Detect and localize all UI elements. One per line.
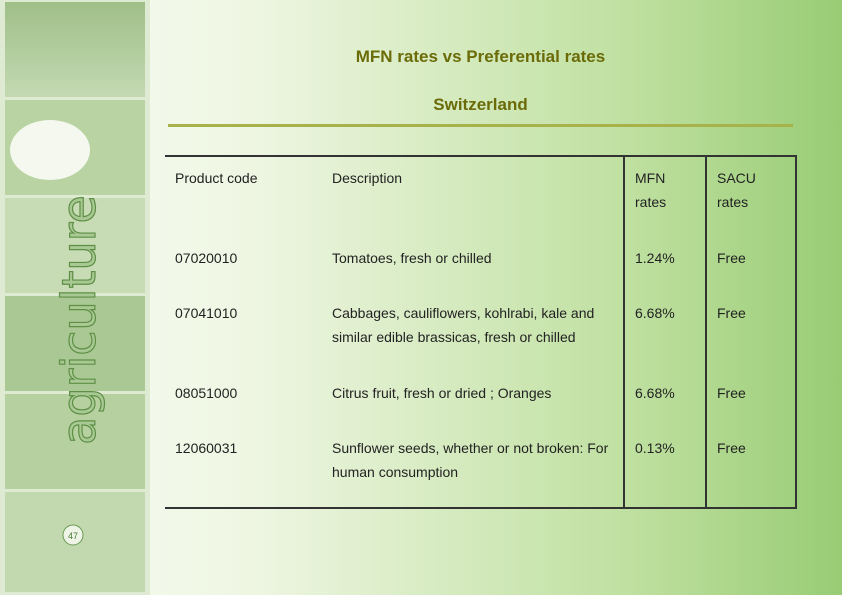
photo	[5, 2, 145, 97]
table-row: 08051000 Citrus fruit, fresh or dried ; O…	[165, 372, 797, 427]
table-cell: 12060031	[165, 427, 322, 509]
header-cell: Product code	[165, 155, 322, 237]
table-cell: 07041010	[175, 305, 238, 321]
table-cell: Free	[706, 237, 797, 292]
table-cell: 6.68%	[624, 292, 707, 372]
photo	[5, 296, 145, 391]
table-row: 07041010 Cabbages, cauliflowers, kohlrabi…	[165, 292, 797, 372]
header-cell: SACU rates	[706, 155, 797, 237]
page-badge	[62, 524, 84, 546]
header-cell: MFN rates	[624, 155, 707, 237]
table-cell: 1.24%	[624, 237, 707, 292]
table-row: 12060031 Sunflower seeds, whether or not …	[165, 427, 797, 509]
photo-detail	[10, 120, 90, 180]
table-cell: 08051000	[175, 385, 238, 401]
header-row: Product code Description MFN rates SACU rat…	[165, 155, 797, 237]
table-cell: 07020010	[175, 250, 238, 266]
sidebar-label: agriculture	[52, 195, 106, 445]
table-cell: Free	[706, 427, 797, 509]
table-cell: 6.68%	[624, 372, 707, 427]
table-cell: 0.13%	[624, 427, 707, 509]
photo	[5, 198, 145, 293]
subtitle: Switzerland	[433, 95, 528, 114]
table-cell: Cabbages, cauliflowers, kohlrabi, kale a…	[322, 292, 625, 372]
table-cell: Free	[706, 372, 797, 427]
title: MFN rates vs Preferential rates	[355, 47, 606, 66]
table-cell: Free	[706, 292, 797, 372]
table-row: 07020010 Tomatoes, fresh or chilled 1.24% F…	[165, 237, 797, 292]
title-rule	[168, 124, 793, 127]
header-cell: Description	[322, 155, 625, 237]
photo	[5, 394, 145, 489]
table-cell: Sunflower seeds, whether or not broken: …	[322, 427, 625, 509]
table-cell: Tomatoes, fresh or chilled	[322, 237, 625, 292]
rates-table: Product code Description MFN rates SACU rat…	[165, 155, 797, 509]
page-number: 47	[68, 531, 78, 541]
sidebar: agriculture 47	[0, 0, 150, 595]
table-cell: Citrus fruit, fresh or dried ; Oranges	[322, 372, 625, 427]
